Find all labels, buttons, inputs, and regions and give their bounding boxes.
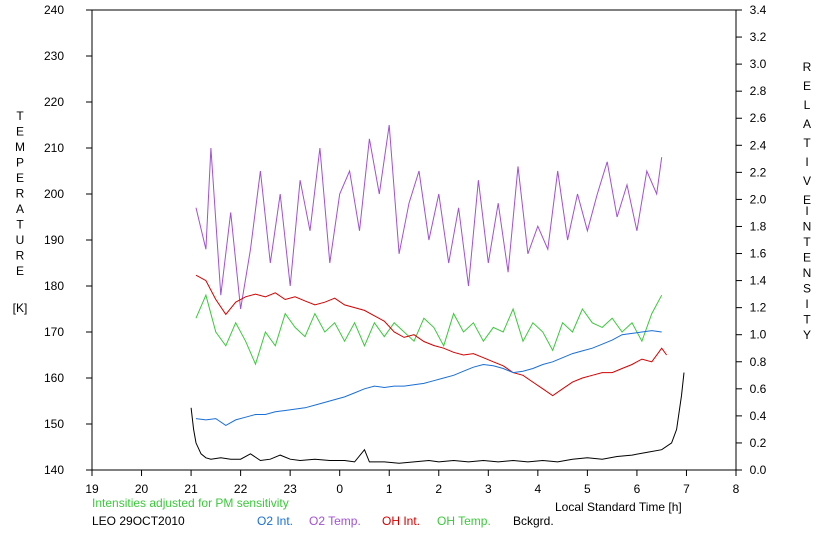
- adjusted-note: Intensities adjusted for PM sensitivity: [92, 496, 289, 510]
- x-tick-label: 1: [386, 482, 393, 496]
- legend-item: Bckgrd.: [513, 514, 554, 528]
- y-right-tick-label: 1.2: [750, 301, 767, 315]
- y-right-tick-label: 1.8: [750, 219, 767, 233]
- y-right-tick-label: 2.0: [750, 192, 767, 206]
- y-right-tick-label: 2.4: [750, 138, 767, 152]
- right-axis-label-letter: E: [803, 193, 811, 207]
- left-axis-label-letter: U: [16, 233, 25, 247]
- x-tick-label: 8: [733, 482, 740, 496]
- right-axis-label-letter: A: [803, 117, 811, 131]
- y-left-tick-label: 150: [44, 417, 64, 431]
- right-axis-label-letter: R: [803, 60, 812, 74]
- y-right-tick-label: 0.0: [750, 463, 767, 477]
- x-tick-label: 3: [485, 482, 492, 496]
- right-axis-label-letter: L: [804, 98, 811, 112]
- legend-item: O2 Temp.: [309, 514, 361, 528]
- x-tick-label: 2: [435, 482, 442, 496]
- x-axis-label: Local Standard Time [h]: [555, 500, 682, 514]
- axis-layer: 1401501601701801902002102202302400.00.20…: [44, 3, 767, 496]
- y-left-tick-label: 220: [44, 95, 64, 109]
- left-axis-label-letter: E: [16, 264, 24, 278]
- legend-item: O2 Int.: [257, 514, 293, 528]
- y-left-tick-label: 230: [44, 49, 64, 63]
- plot-frame: [91, 9, 737, 471]
- x-tick-label: 0: [336, 482, 343, 496]
- series-layer: [190, 124, 685, 464]
- right-axis-label-letter: T: [803, 136, 811, 150]
- right-axis-label-letter: E: [803, 79, 811, 93]
- right-axis-label-letter: N: [803, 266, 812, 280]
- right-axis-label-letter: I: [805, 297, 808, 311]
- right-axis-label-letter: Y: [803, 328, 811, 342]
- y-left-tick-label: 180: [44, 279, 64, 293]
- y-left-tick-label: 200: [44, 187, 64, 201]
- y-right-tick-label: 3.2: [750, 30, 767, 44]
- y-left-tick-label: 210: [44, 141, 64, 155]
- right-axis-label-letter: E: [803, 251, 811, 265]
- x-tick-label: 4: [535, 482, 542, 496]
- right-axis-label-letter: S: [803, 282, 811, 296]
- series-line-o2-int: [195, 330, 662, 426]
- y-right-tick-label: 0.6: [750, 382, 767, 396]
- y-left-tick-label: 190: [44, 233, 64, 247]
- y-right-tick-label: 0.2: [750, 436, 767, 450]
- x-tick-label: 20: [135, 482, 149, 496]
- y-right-tick-label: 1.4: [750, 274, 767, 288]
- left-axis-label-letter: E: [16, 125, 24, 139]
- y-right-tick-label: 2.2: [750, 165, 767, 179]
- series-line-o2-temp: [195, 124, 663, 310]
- legend-item: OH Temp.: [437, 514, 491, 528]
- series-line-bckgrd: [190, 372, 685, 464]
- left-axis-label-letter: E: [16, 171, 24, 185]
- y-right-tick-label: 1.0: [750, 328, 767, 342]
- right-axis-label-letter: I: [805, 204, 808, 218]
- series-line-oh-temp: [195, 293, 663, 366]
- x-tick-label: 6: [634, 482, 641, 496]
- y-right-tick-label: 3.0: [750, 57, 767, 71]
- y-right-tick-label: 2.6: [750, 111, 767, 125]
- left-axis-label-letter: T: [16, 218, 24, 232]
- legend: O2 Int. O2 Temp. OH Int. OH Temp. Bckgrd.: [257, 514, 554, 528]
- x-tick-label: 22: [234, 482, 248, 496]
- x-tick-label: 5: [584, 482, 591, 496]
- left-axis-unit: [K]: [13, 301, 28, 315]
- right-axis-label-letter: N: [803, 220, 812, 234]
- left-axis-label-letter: M: [15, 140, 25, 154]
- y-left-tick-label: 140: [44, 463, 64, 477]
- x-tick-label: 7: [683, 482, 690, 496]
- left-axis-label-letter: R: [16, 187, 25, 201]
- y-right-tick-label: 0.8: [750, 355, 767, 369]
- y-left-tick-label: 160: [44, 371, 64, 385]
- y-right-tick-label: 1.6: [750, 247, 767, 261]
- right-axis-label-letter: V: [803, 174, 811, 188]
- left-axis-label-letter: A: [16, 202, 24, 216]
- station-label: LEO 29OCT2010: [92, 514, 185, 528]
- y-right-tick-label: 2.8: [750, 84, 767, 98]
- y-left-tick-label: 240: [44, 3, 64, 17]
- series-line-oh-int: [195, 274, 668, 397]
- right-axis-label-letter: I: [805, 155, 808, 169]
- left-axis-label-letter: P: [16, 156, 24, 170]
- x-tick-label: 19: [85, 482, 99, 496]
- right-axis-label-letter: T: [803, 235, 811, 249]
- y-right-tick-label: 3.4: [750, 3, 767, 17]
- x-tick-label: 23: [283, 482, 297, 496]
- x-tick-label: 21: [184, 482, 198, 496]
- left-axis-label-letter: T: [16, 109, 24, 123]
- y-left-tick-label: 170: [44, 325, 64, 339]
- left-axis-label-letter: R: [16, 249, 25, 263]
- y-right-tick-label: 0.4: [750, 409, 767, 423]
- legend-item: OH Int.: [382, 514, 420, 528]
- right-axis-label-letter: T: [803, 313, 811, 327]
